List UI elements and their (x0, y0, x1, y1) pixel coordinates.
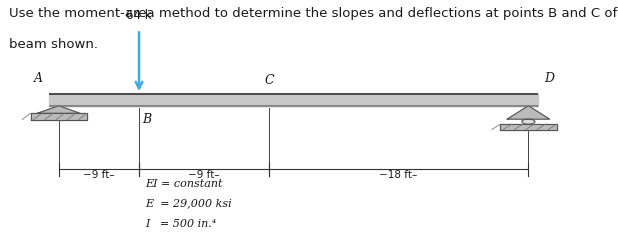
Text: 64 k: 64 k (126, 9, 152, 22)
Text: −18 ft–: −18 ft– (379, 170, 418, 180)
Text: E  = 29,000 ksi: E = 29,000 ksi (145, 199, 232, 209)
Text: −9 ft–: −9 ft– (188, 170, 220, 180)
Text: −9 ft–: −9 ft– (83, 170, 115, 180)
Polygon shape (507, 106, 549, 119)
Text: EI = constant: EI = constant (145, 179, 222, 189)
Text: I   = 500 in.⁴: I = 500 in.⁴ (145, 219, 216, 229)
Polygon shape (30, 113, 87, 120)
Polygon shape (38, 106, 80, 113)
Polygon shape (500, 124, 557, 129)
Text: C: C (264, 74, 274, 87)
Text: Use the moment-area method to determine the slopes and deflections at points B a: Use the moment-area method to determine … (9, 7, 618, 20)
Circle shape (522, 119, 535, 124)
Text: B: B (142, 113, 151, 126)
Text: A: A (34, 72, 43, 85)
Text: beam shown.: beam shown. (9, 38, 98, 51)
Text: D: D (544, 72, 554, 85)
